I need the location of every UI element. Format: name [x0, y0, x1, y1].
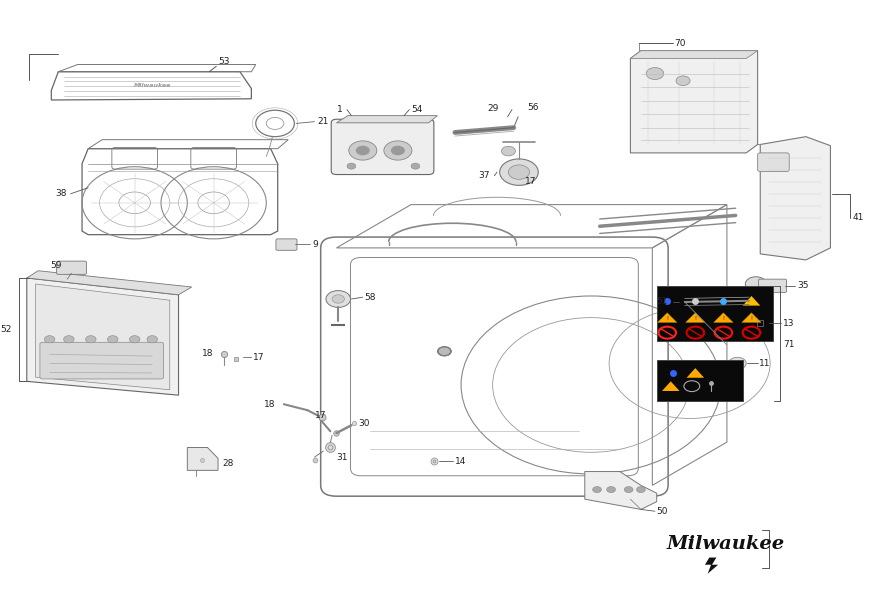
Text: 18: 18 — [202, 349, 214, 358]
Polygon shape — [336, 115, 437, 123]
Circle shape — [86, 336, 96, 343]
FancyBboxPatch shape — [757, 279, 786, 292]
Text: 17: 17 — [525, 177, 536, 186]
Text: 17: 17 — [253, 353, 265, 362]
Text: 31: 31 — [336, 452, 348, 461]
Circle shape — [45, 336, 55, 343]
Circle shape — [384, 141, 411, 160]
Text: Milwaukee: Milwaukee — [133, 83, 171, 88]
Circle shape — [356, 146, 369, 155]
FancyBboxPatch shape — [275, 239, 297, 250]
Polygon shape — [36, 284, 170, 390]
Text: 1: 1 — [336, 105, 342, 114]
Text: 21: 21 — [316, 117, 328, 126]
FancyBboxPatch shape — [331, 119, 434, 175]
Circle shape — [733, 361, 740, 366]
Text: 17: 17 — [314, 411, 325, 420]
Circle shape — [63, 336, 74, 343]
FancyBboxPatch shape — [40, 342, 164, 379]
Text: !: ! — [721, 316, 723, 321]
Circle shape — [508, 165, 529, 179]
Circle shape — [438, 347, 450, 356]
Polygon shape — [704, 557, 717, 574]
Polygon shape — [686, 368, 704, 378]
Circle shape — [107, 336, 118, 343]
Circle shape — [349, 141, 376, 160]
Circle shape — [391, 146, 404, 155]
Circle shape — [675, 76, 689, 86]
Circle shape — [745, 277, 765, 291]
Polygon shape — [759, 137, 830, 260]
Circle shape — [130, 336, 139, 343]
Text: 30: 30 — [358, 419, 369, 428]
Text: 71: 71 — [782, 339, 794, 349]
Polygon shape — [629, 51, 756, 153]
Text: 70: 70 — [673, 39, 685, 48]
FancyBboxPatch shape — [56, 261, 87, 274]
Polygon shape — [662, 381, 679, 391]
Polygon shape — [742, 296, 759, 306]
Circle shape — [752, 318, 767, 329]
Circle shape — [147, 336, 157, 343]
Polygon shape — [629, 51, 756, 59]
Circle shape — [592, 487, 601, 493]
Text: 56: 56 — [527, 103, 539, 112]
Text: 50: 50 — [656, 507, 668, 516]
Text: 38: 38 — [55, 189, 67, 198]
Circle shape — [728, 358, 746, 369]
Circle shape — [623, 487, 632, 493]
Text: 53: 53 — [218, 57, 229, 66]
Text: Milwaukee: Milwaukee — [665, 535, 783, 553]
Text: 28: 28 — [223, 458, 233, 467]
Circle shape — [325, 291, 350, 307]
Text: !: ! — [750, 316, 752, 321]
Text: 9: 9 — [312, 240, 317, 249]
Polygon shape — [27, 278, 178, 395]
Polygon shape — [685, 313, 704, 323]
FancyBboxPatch shape — [656, 286, 772, 341]
Circle shape — [501, 146, 515, 156]
FancyBboxPatch shape — [656, 361, 742, 401]
Text: 51: 51 — [656, 298, 668, 306]
Circle shape — [636, 487, 645, 493]
FancyBboxPatch shape — [756, 153, 789, 172]
Text: 41: 41 — [851, 213, 863, 222]
Text: !: ! — [665, 316, 668, 321]
Circle shape — [347, 163, 356, 169]
Text: 11: 11 — [758, 359, 770, 368]
Circle shape — [410, 163, 419, 169]
Polygon shape — [187, 448, 218, 471]
Text: 37: 37 — [478, 172, 490, 180]
Polygon shape — [657, 313, 676, 323]
Circle shape — [499, 159, 537, 185]
Circle shape — [332, 295, 344, 303]
Text: 54: 54 — [410, 105, 422, 114]
Text: 29: 29 — [487, 104, 498, 113]
Text: 59: 59 — [50, 262, 62, 271]
Circle shape — [645, 68, 663, 80]
Text: 58: 58 — [364, 293, 375, 301]
Text: 14: 14 — [454, 457, 466, 466]
Text: 18: 18 — [263, 400, 274, 409]
Text: 52: 52 — [1, 324, 12, 333]
Text: !: ! — [694, 316, 696, 321]
Text: 13: 13 — [782, 318, 794, 327]
Polygon shape — [741, 313, 760, 323]
Polygon shape — [713, 313, 732, 323]
Polygon shape — [27, 271, 191, 295]
Circle shape — [437, 347, 451, 356]
Polygon shape — [584, 472, 656, 509]
Circle shape — [606, 487, 615, 493]
Text: 35: 35 — [797, 281, 807, 291]
